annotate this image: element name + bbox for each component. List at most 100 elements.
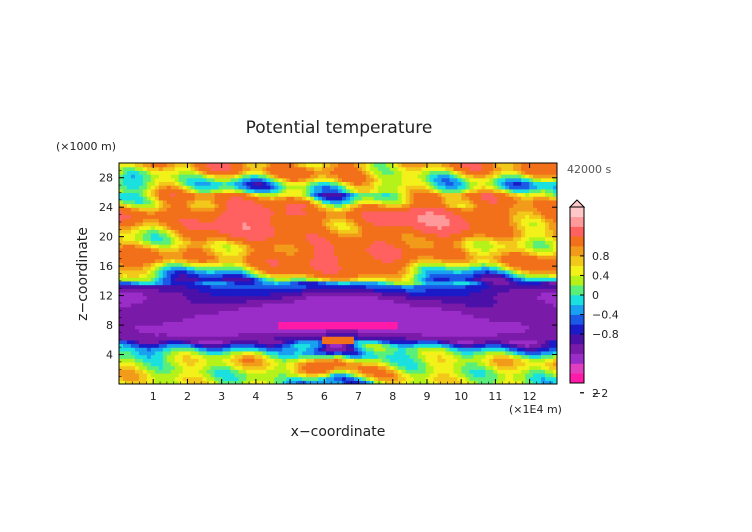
heatmap-cell xyxy=(453,302,459,308)
heatmap-cell xyxy=(409,343,415,348)
heatmap-cell xyxy=(381,258,387,264)
heatmap-cell xyxy=(349,376,355,381)
heatmap-cell xyxy=(286,284,291,289)
heatmap-cell xyxy=(318,358,323,363)
heatmap-cell xyxy=(246,321,251,326)
heatmap-cell xyxy=(282,321,287,326)
heatmap-cell xyxy=(417,221,423,227)
heatmap-cell xyxy=(278,302,283,308)
heatmap-cell xyxy=(401,280,407,286)
heatmap-cell xyxy=(445,376,451,381)
heatmap-cell xyxy=(282,336,287,341)
heatmap-cell xyxy=(218,299,224,304)
heatmap-cell xyxy=(119,380,124,384)
heatmap-cell xyxy=(453,350,459,356)
heatmap-cell xyxy=(330,350,335,356)
heatmap-cell xyxy=(345,336,351,341)
heatmap-cell xyxy=(377,332,383,337)
heatmap-cell xyxy=(353,218,359,223)
heatmap-cell xyxy=(437,240,443,245)
heatmap-cell xyxy=(541,372,546,378)
heatmap-cell xyxy=(385,240,391,245)
heatmap-cell xyxy=(194,306,200,311)
heatmap-cell xyxy=(397,328,403,334)
heatmap-cell xyxy=(158,343,164,348)
heatmap-cell xyxy=(290,280,295,286)
heatmap-cell xyxy=(202,251,208,256)
heatmap-cell xyxy=(158,376,164,381)
heatmap-cell xyxy=(282,288,287,293)
heatmap-cell xyxy=(174,225,180,230)
heatmap-cell xyxy=(246,350,251,356)
heatmap-cell xyxy=(345,229,351,234)
heatmap-cell xyxy=(250,347,255,352)
heatmap-cell xyxy=(461,280,467,286)
heatmap-cell xyxy=(290,221,295,227)
heatmap-cell xyxy=(242,244,248,249)
heatmap-cell xyxy=(262,258,267,264)
heatmap-cell xyxy=(537,284,542,289)
heatmap-cell xyxy=(286,354,291,359)
heatmap-cell xyxy=(401,325,407,330)
heatmap-cell xyxy=(465,310,470,315)
heatmap-cell xyxy=(389,258,395,264)
heatmap-cell xyxy=(501,236,506,241)
heatmap-cell xyxy=(162,317,168,322)
heatmap-cell xyxy=(509,321,514,326)
heatmap-cell xyxy=(314,317,319,322)
heatmap-cell xyxy=(361,317,367,322)
heatmap-cell xyxy=(525,376,530,381)
heatmap-cell xyxy=(274,328,279,334)
heatmap-cell xyxy=(290,332,295,337)
heatmap-cell xyxy=(485,358,490,363)
heatmap-cell xyxy=(119,288,124,293)
heatmap-cell xyxy=(469,372,474,378)
heatmap-cell xyxy=(429,336,435,341)
heatmap-cell xyxy=(318,336,323,341)
heatmap-cell xyxy=(322,262,327,267)
heatmap-cell xyxy=(397,269,403,275)
heatmap-cell xyxy=(437,369,443,374)
heatmap-cell xyxy=(326,350,331,356)
heatmap-cell xyxy=(377,376,383,381)
heatmap-cell xyxy=(529,306,534,311)
heatmap-cell xyxy=(477,302,482,308)
heatmap-cell xyxy=(119,284,124,289)
heatmap-cell xyxy=(174,306,180,311)
heatmap-cell xyxy=(190,240,196,245)
heatmap-cell xyxy=(174,354,180,359)
heatmap-cell xyxy=(130,229,136,234)
heatmap-cell xyxy=(202,214,208,219)
heatmap-cell xyxy=(298,269,303,275)
heatmap-cell xyxy=(182,299,188,304)
heatmap-cell xyxy=(158,218,164,223)
heatmap-cell xyxy=(330,277,335,282)
heatmap-cell xyxy=(290,266,295,271)
heatmap-cell xyxy=(286,225,291,230)
heatmap-cell xyxy=(361,354,367,359)
heatmap-cell xyxy=(318,288,323,293)
heatmap-cell xyxy=(326,232,331,238)
heatmap-cell xyxy=(230,376,236,381)
heatmap-cell xyxy=(477,310,482,315)
heatmap-cell xyxy=(509,299,514,304)
heatmap-cell xyxy=(122,284,128,289)
heatmap-cell xyxy=(154,354,160,359)
heatmap-cell xyxy=(445,354,451,359)
heatmap-cell xyxy=(262,347,267,352)
heatmap-cell xyxy=(170,310,176,315)
heatmap-cell xyxy=(429,280,435,286)
heatmap-cell xyxy=(158,328,164,334)
heatmap-cell xyxy=(146,240,152,245)
heatmap-cell xyxy=(529,343,534,348)
heatmap-cell xyxy=(497,247,502,252)
heatmap-cell xyxy=(369,350,375,356)
heatmap-cell xyxy=(493,266,498,271)
heatmap-cell xyxy=(481,255,486,260)
heatmap-cell xyxy=(473,321,478,326)
heatmap-cell xyxy=(166,288,172,293)
heatmap-cell xyxy=(513,354,518,359)
heatmap-cell xyxy=(194,232,200,238)
heatmap-cell xyxy=(509,354,514,359)
heatmap-cell xyxy=(138,229,144,234)
